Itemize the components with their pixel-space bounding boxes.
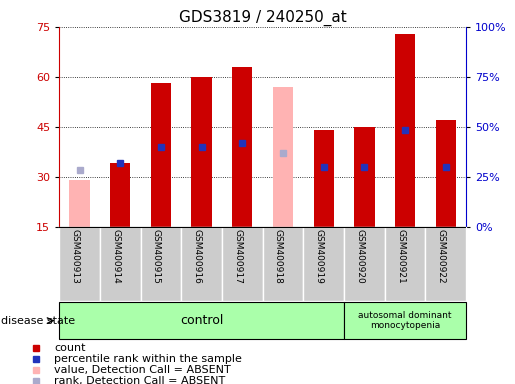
Bar <box>273 87 293 227</box>
Text: disease state: disease state <box>1 316 75 326</box>
Bar <box>181 227 222 301</box>
Bar <box>141 227 181 301</box>
Bar <box>385 227 425 301</box>
Bar <box>192 77 212 227</box>
Text: GSM400913: GSM400913 <box>71 229 79 284</box>
Text: control: control <box>180 314 224 327</box>
Bar <box>59 227 100 301</box>
Text: percentile rank within the sample: percentile rank within the sample <box>54 354 242 364</box>
Bar <box>344 227 385 301</box>
Text: autosomal dominant
monocytopenia: autosomal dominant monocytopenia <box>358 311 452 330</box>
Text: value, Detection Call = ABSENT: value, Detection Call = ABSENT <box>54 365 231 375</box>
Bar <box>354 127 374 227</box>
Text: GSM400916: GSM400916 <box>193 229 202 284</box>
Bar <box>436 120 456 227</box>
Text: GSM400915: GSM400915 <box>152 229 161 284</box>
Text: GSM400920: GSM400920 <box>355 229 365 283</box>
Bar <box>263 227 303 301</box>
Text: count: count <box>54 343 85 353</box>
Text: GSM400922: GSM400922 <box>437 229 446 283</box>
Bar <box>70 180 90 227</box>
Text: rank, Detection Call = ABSENT: rank, Detection Call = ABSENT <box>54 376 226 384</box>
Text: GSM400921: GSM400921 <box>396 229 405 283</box>
Bar <box>344 302 466 339</box>
Bar <box>151 83 171 227</box>
Text: GSM400917: GSM400917 <box>233 229 242 284</box>
Bar <box>314 130 334 227</box>
Bar <box>100 227 141 301</box>
Bar <box>110 163 130 227</box>
Bar <box>425 227 466 301</box>
Bar <box>303 227 344 301</box>
Bar <box>59 302 344 339</box>
Text: GSM400919: GSM400919 <box>315 229 323 284</box>
Title: GDS3819 / 240250_at: GDS3819 / 240250_at <box>179 9 347 25</box>
Text: GSM400914: GSM400914 <box>111 229 120 283</box>
Bar <box>222 227 263 301</box>
Bar <box>232 67 252 227</box>
Bar <box>395 33 415 227</box>
Text: GSM400918: GSM400918 <box>274 229 283 284</box>
